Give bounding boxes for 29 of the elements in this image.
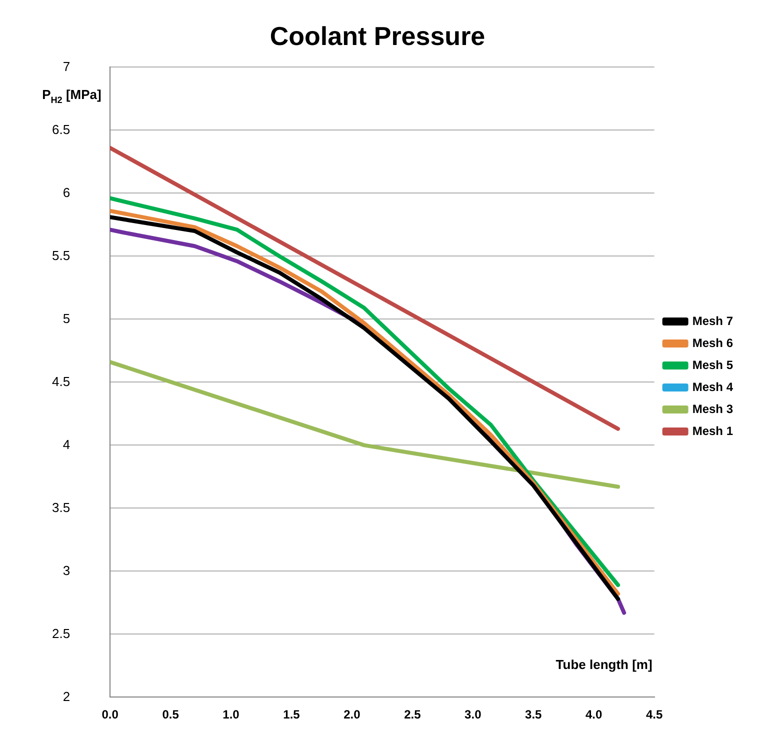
legend-label: Mesh 1 <box>692 424 734 438</box>
y-tick-label: 4.5 <box>52 374 70 389</box>
legend-label: Mesh 3 <box>692 402 734 416</box>
x-tick-label: 1.0 <box>222 708 240 722</box>
x-tick-label: 3.0 <box>464 708 482 722</box>
legend-label: Mesh 7 <box>692 314 734 328</box>
y-tick-label: 6.5 <box>52 122 70 137</box>
x-axis-title: Tube length [m] <box>556 657 652 672</box>
y-tick-label: 6 <box>62 184 70 200</box>
y-tick-label: 4 <box>62 436 70 452</box>
y-tick-label: 7 <box>62 58 70 74</box>
x-tick-label: 2.5 <box>404 708 422 722</box>
legend-label: Mesh 4 <box>692 380 734 394</box>
x-tick-label: 1.5 <box>283 708 300 722</box>
y-tick-label: 3 <box>62 562 70 578</box>
chart-title: Coolant Pressure <box>270 20 486 51</box>
y-tick-label: 2.5 <box>52 626 70 641</box>
y-tick-label: 3.5 <box>52 500 70 515</box>
x-tick-label: 0.5 <box>162 708 180 722</box>
y-tick-label: 5.5 <box>52 248 70 263</box>
x-tick-label: 2.0 <box>344 708 361 722</box>
legend-label: Mesh 6 <box>692 336 734 350</box>
x-tick-label: 4.5 <box>646 708 663 722</box>
y-tick-label: 5 <box>62 310 70 326</box>
x-tick-label: 4.0 <box>586 708 603 722</box>
x-tick-label: 3.5 <box>525 708 542 722</box>
legend-label: Mesh 5 <box>692 358 734 372</box>
y-tick-label: 2 <box>62 688 70 704</box>
x-tick-label: 0.0 <box>102 708 119 722</box>
